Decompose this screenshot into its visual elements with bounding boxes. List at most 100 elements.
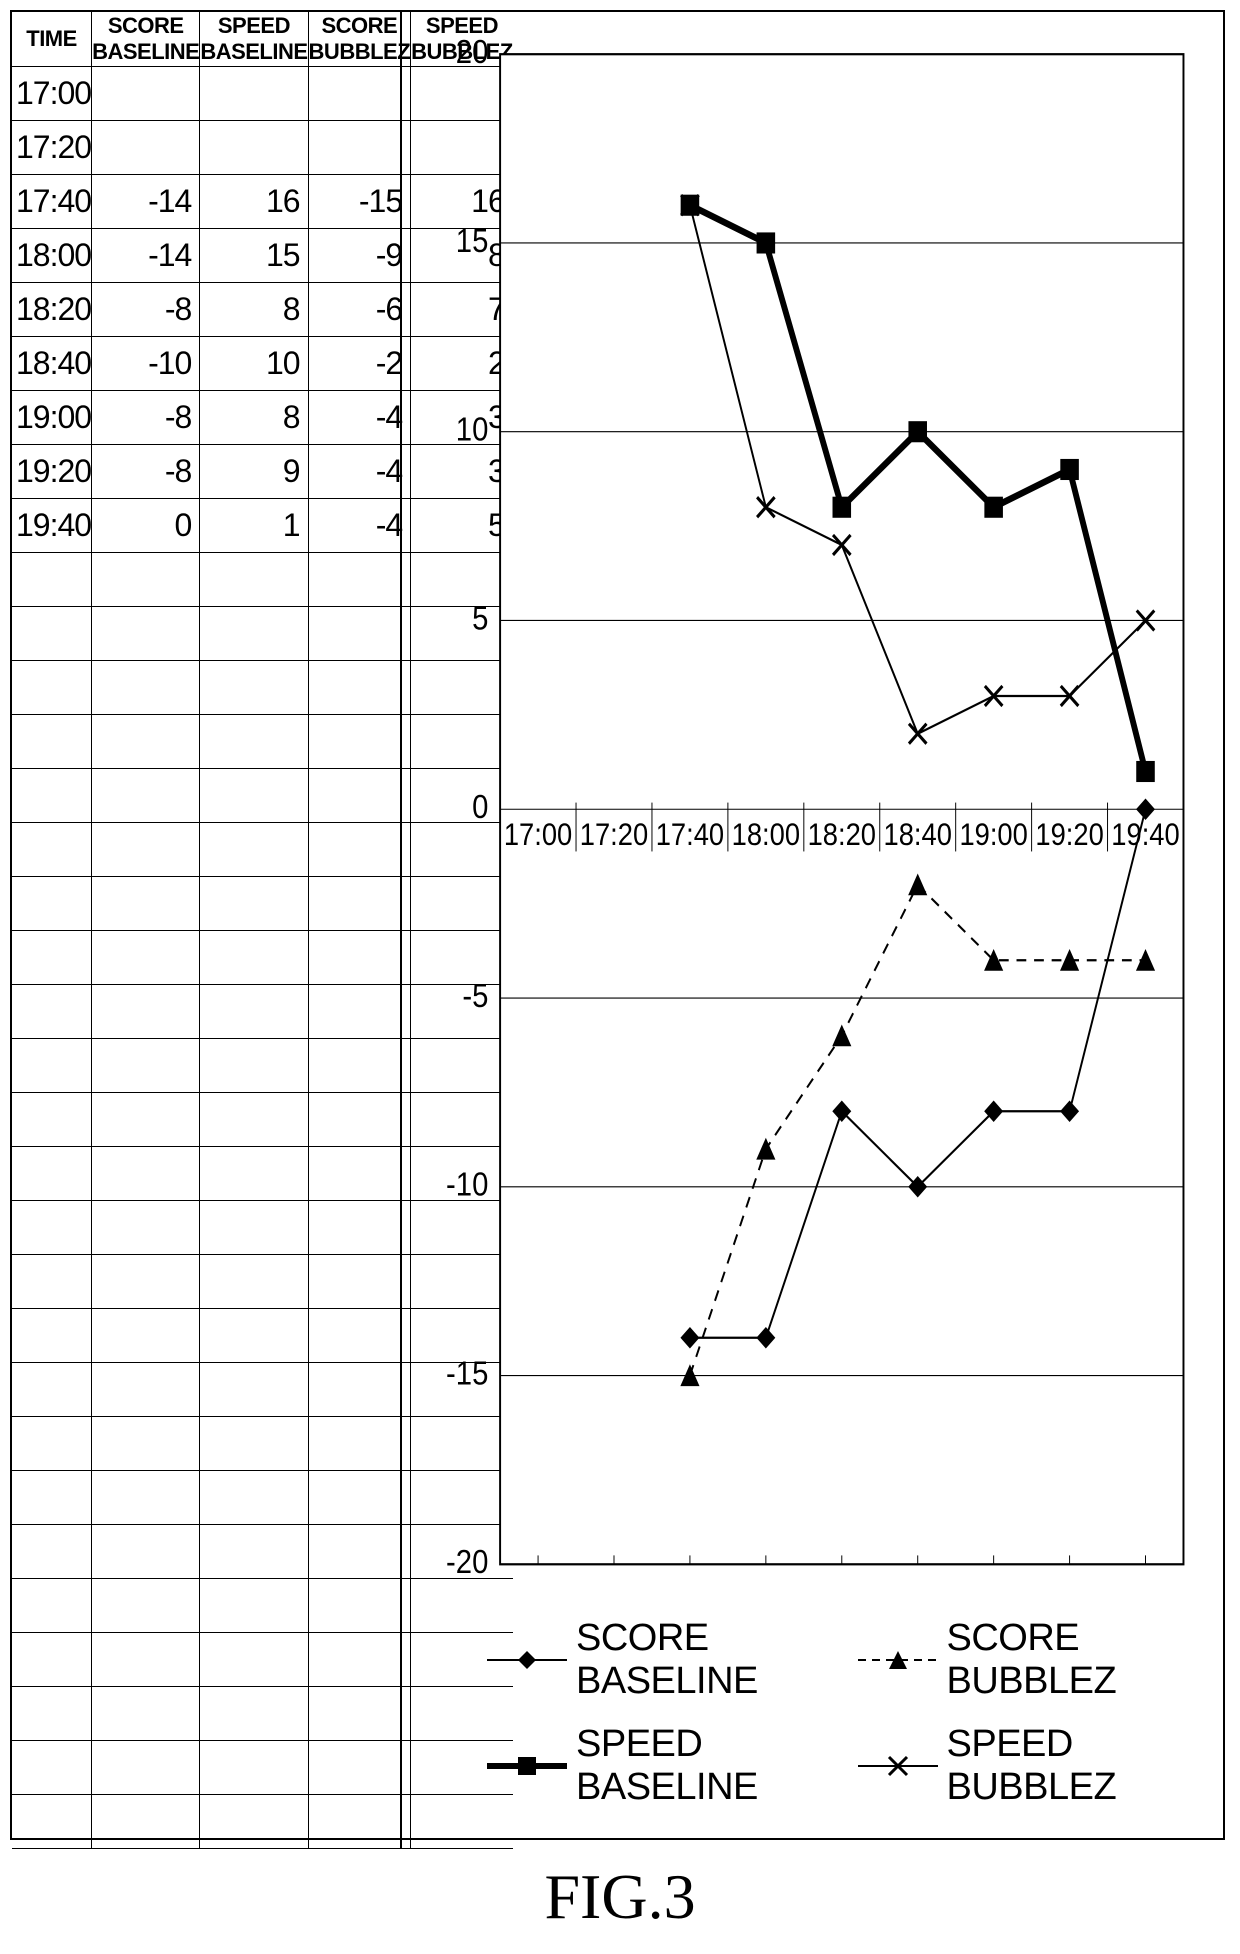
data-cell: -10 [92, 336, 200, 390]
svg-text:18:20: 18:20 [808, 818, 876, 852]
empty-cell [308, 552, 411, 606]
time-cell: 18:00 [12, 228, 92, 282]
empty-cell [92, 1578, 200, 1632]
svg-text:19:00: 19:00 [959, 818, 1027, 852]
empty-cell [200, 714, 308, 768]
empty-cell [200, 1254, 308, 1308]
empty-cell [308, 1200, 411, 1254]
empty-cell [308, 1254, 411, 1308]
empty-cell [200, 1362, 308, 1416]
empty-cell [92, 1524, 200, 1578]
empty-cell [92, 876, 200, 930]
empty-cell [92, 1308, 200, 1362]
data-cell: 1 [200, 498, 308, 552]
col-header: SCORE BUBBLEZ [308, 12, 411, 66]
empty-cell [12, 660, 92, 714]
empty-cell [200, 1794, 308, 1848]
empty-cell [12, 1524, 92, 1578]
legend-label: SCORE BUBBLEZ [947, 1617, 1184, 1703]
empty-cell [12, 552, 92, 606]
empty-cell [200, 1740, 308, 1794]
empty-cell [308, 984, 411, 1038]
empty-cell [308, 822, 411, 876]
empty-cell [200, 1470, 308, 1524]
empty-cell [12, 822, 92, 876]
figure-label: FIG.3 [10, 1840, 1230, 1944]
empty-cell [92, 552, 200, 606]
time-cell: 18:20 [12, 282, 92, 336]
col-header: SPEED BASELINE [200, 12, 308, 66]
empty-cell [308, 768, 411, 822]
empty-cell [92, 1038, 200, 1092]
empty-cell [200, 606, 308, 660]
empty-cell [12, 930, 92, 984]
empty-cell [200, 660, 308, 714]
empty-cell [92, 822, 200, 876]
empty-cell [200, 984, 308, 1038]
empty-cell [308, 1632, 411, 1686]
empty-cell [200, 1146, 308, 1200]
data-cell: -4 [308, 390, 411, 444]
svg-text:20: 20 [456, 33, 489, 70]
data-cell: -8 [92, 282, 200, 336]
empty-cell [92, 1416, 200, 1470]
empty-cell [12, 1362, 92, 1416]
legend: SCORE BASELINE SCORE BUBBLEZ SPEED BASELIN… [422, 1587, 1203, 1829]
svg-text:0: 0 [472, 788, 488, 825]
legend-label: SPEED BASELINE [576, 1723, 813, 1809]
svg-text:-15: -15 [446, 1355, 488, 1392]
empty-cell [308, 1416, 411, 1470]
empty-cell [200, 552, 308, 606]
empty-cell [308, 1794, 411, 1848]
data-cell: 10 [200, 336, 308, 390]
legend-label: SCORE BASELINE [576, 1617, 813, 1703]
svg-text:10: 10 [456, 411, 489, 448]
empty-cell [12, 1146, 92, 1200]
empty-cell [308, 1470, 411, 1524]
svg-text:18:00: 18:00 [732, 818, 800, 852]
empty-cell [12, 714, 92, 768]
time-cell: 17:00 [12, 66, 92, 120]
empty-cell [308, 1038, 411, 1092]
svg-text:17:00: 17:00 [504, 818, 572, 852]
empty-cell [308, 1146, 411, 1200]
empty-cell [92, 1362, 200, 1416]
empty-cell [200, 1038, 308, 1092]
data-cell: -4 [308, 444, 411, 498]
data-cell: -2 [308, 336, 411, 390]
svg-text:17:20: 17:20 [580, 818, 648, 852]
empty-cell [92, 714, 200, 768]
data-cell: 9 [200, 444, 308, 498]
data-cell [92, 66, 200, 120]
data-cell [308, 66, 411, 120]
empty-cell [308, 1092, 411, 1146]
time-cell: 18:40 [12, 336, 92, 390]
empty-cell [200, 822, 308, 876]
data-cell [308, 120, 411, 174]
svg-text:19:20: 19:20 [1035, 818, 1103, 852]
empty-cell [12, 1200, 92, 1254]
data-cell: -8 [92, 390, 200, 444]
empty-cell [92, 1254, 200, 1308]
col-header: SCORE BASELINE [92, 12, 200, 66]
data-cell: -14 [92, 228, 200, 282]
content-row: TIMESCORE BASELINESPEED BASELINESCORE BU… [12, 12, 1223, 1849]
empty-cell [308, 1578, 411, 1632]
legend-item: SCORE BUBBLEZ [853, 1617, 1184, 1703]
empty-cell [200, 768, 308, 822]
legend-symbol-icon [853, 1640, 943, 1680]
legend-item: SCORE BASELINE [482, 1617, 813, 1703]
empty-cell [12, 1794, 92, 1848]
empty-cell [308, 1362, 411, 1416]
figure-frame: TIMESCORE BASELINESPEED BASELINESCORE BU… [10, 10, 1225, 1840]
line-chart: 20151050-5-10-15-2017:0017:2017:4018:001… [422, 32, 1203, 1587]
legend-symbol-icon [853, 1746, 943, 1786]
empty-cell [12, 768, 92, 822]
legend-symbol-icon [482, 1640, 572, 1680]
chart-panel: 20151050-5-10-15-2017:0017:2017:4018:001… [402, 12, 1223, 1849]
empty-cell [12, 876, 92, 930]
time-cell: 19:40 [12, 498, 92, 552]
empty-cell [12, 1416, 92, 1470]
data-cell [92, 120, 200, 174]
empty-cell [92, 1200, 200, 1254]
